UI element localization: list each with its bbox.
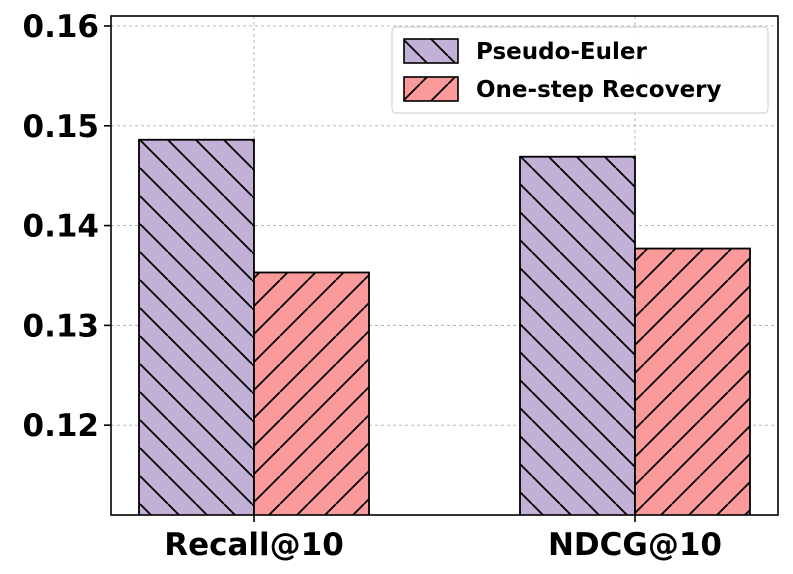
x-tick-label: Recall@10	[164, 527, 344, 563]
y-axis: 0.12 0.13 0.14 0.15 0.16	[23, 9, 111, 444]
bars-layer	[138, 138, 751, 515]
bar-one-step-recovery-recall-hatch	[254, 272, 369, 515]
legend-label: One-step Recovery	[476, 77, 722, 103]
y-tick-label: 0.13	[23, 308, 100, 344]
y-tick-label: 0.14	[23, 209, 100, 245]
legend-swatch-pseudo-euler-hatch	[404, 39, 458, 63]
legend-box	[391, 26, 769, 114]
legend-swatch-pseudo-euler-outline	[403, 38, 459, 64]
y-tick-label: 0.12	[23, 408, 100, 444]
y-tick-label: 0.16	[23, 9, 100, 45]
plot-frame	[110, 15, 779, 516]
legend: Pseudo-Euler One-step Recovery	[391, 26, 769, 114]
legend-swatch-one-step-recovery-outline	[403, 76, 459, 102]
bar-pseudo-euler-ndcg-hatch	[520, 156, 635, 515]
legend-swatch-one-step-recovery-hatch	[404, 77, 458, 101]
bar-one-step-recovery-ndcg-outline	[634, 247, 751, 515]
x-axis: Recall@10 NDCG@10	[164, 515, 722, 563]
x-tick-label: NDCG@10	[548, 527, 722, 563]
bar-one-step-recovery-recall-outline	[253, 271, 370, 515]
y-tick-label: 0.15	[23, 109, 100, 145]
bar-one-step-recovery-ndcg-hatch	[635, 248, 750, 515]
legend-label: Pseudo-Euler	[476, 39, 647, 65]
bar-pseudo-euler-recall-hatch	[139, 139, 254, 515]
